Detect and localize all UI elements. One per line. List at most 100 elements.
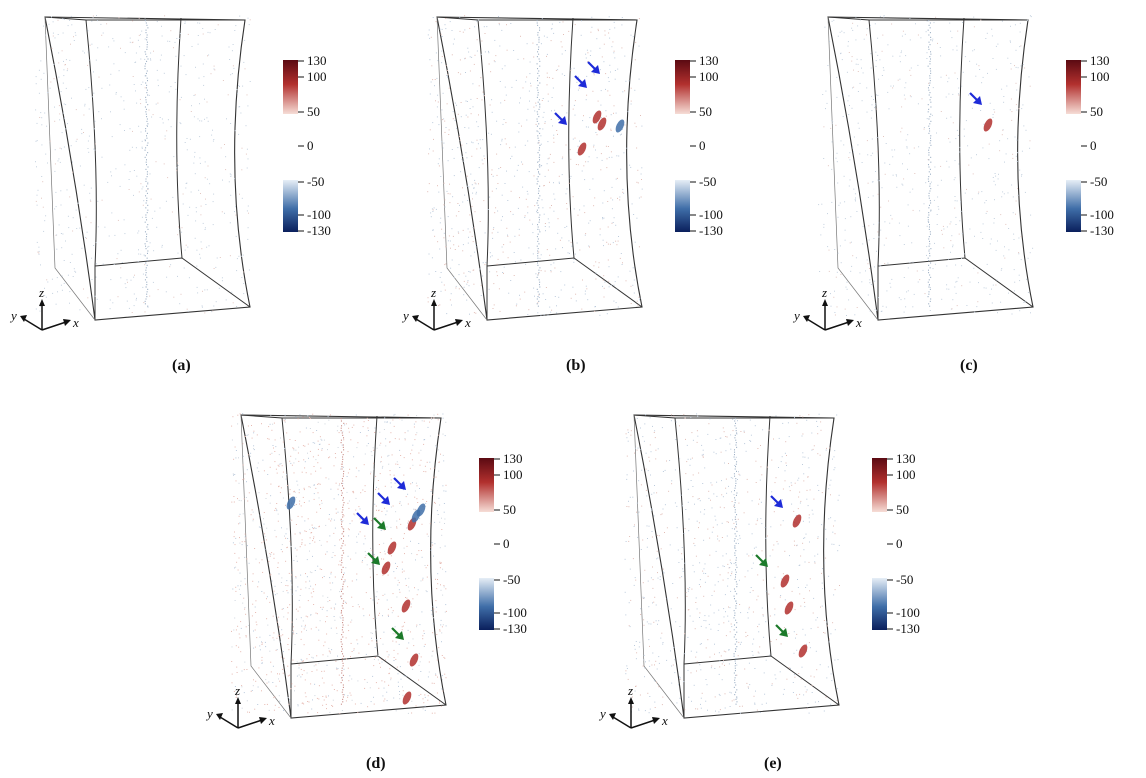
axis-triad: z x y xyxy=(205,683,275,729)
colorbar-tick-label: -130 xyxy=(1090,223,1114,238)
axis-y-label: y xyxy=(401,308,409,323)
colorbar-tick-label: 0 xyxy=(896,536,903,551)
axis-z-label: z xyxy=(627,683,633,698)
colorbar-tick-label: 100 xyxy=(503,467,523,482)
colorbar-negative xyxy=(283,180,298,232)
feature-blob xyxy=(402,691,412,705)
axis-y-label: y xyxy=(598,706,606,721)
axis-z-label: z xyxy=(38,285,44,300)
colorbar-tick-label: 0 xyxy=(1090,138,1097,153)
panel-d: 130 100 50 0 -50 -100 -130 z x y xyxy=(196,398,527,768)
colorbar-tick-label: -130 xyxy=(896,621,920,636)
colorbar-tick-label: -100 xyxy=(307,207,331,222)
colorbar-tick-label: 0 xyxy=(503,536,510,551)
axis-z-label: z xyxy=(234,683,240,698)
box-wireframe xyxy=(44,16,251,321)
scatter-points xyxy=(427,15,643,316)
feature-blob xyxy=(597,117,607,131)
feature-blob xyxy=(784,601,794,615)
axis-triad: z x y xyxy=(598,683,668,729)
feature-blob xyxy=(983,118,993,132)
blue-arrow-icon xyxy=(393,477,406,490)
blue-arrow-icon xyxy=(377,492,390,505)
caption-b: (b) xyxy=(566,357,586,374)
blue-arrow-icon xyxy=(969,92,982,105)
feature-blob xyxy=(792,514,802,528)
colorbar-positive xyxy=(675,60,690,114)
panel-e: 130 100 50 0 -50 -100 -130 z x y xyxy=(589,398,920,768)
green-arrow-icon xyxy=(755,554,768,567)
colorbar-tick-label: 50 xyxy=(503,502,516,517)
colorbar-tick-label: 130 xyxy=(307,53,327,68)
scatter-points xyxy=(818,15,1034,316)
colorbar-tick-label: -130 xyxy=(699,223,723,238)
colorbar-positive xyxy=(479,458,494,512)
axis-triad: z x y xyxy=(401,285,471,331)
colorbar-negative xyxy=(1066,180,1081,232)
axis-x-label: x xyxy=(464,315,471,330)
box-wireframe xyxy=(436,16,643,321)
axis-x-label: x xyxy=(72,315,79,330)
colorbar-tick-label: -100 xyxy=(699,207,723,222)
feature-blob xyxy=(409,653,419,667)
axis-y-label: y xyxy=(792,308,800,323)
green-arrow-icon xyxy=(775,624,788,637)
colorbar-negative xyxy=(675,180,690,232)
colorbar-tick-label: -50 xyxy=(503,572,520,587)
colorbar-tick-label: 100 xyxy=(307,69,327,84)
colorbar-tick-label: 130 xyxy=(699,53,719,68)
scatter-points xyxy=(231,413,447,714)
colorbar-tick-label: 130 xyxy=(1090,53,1110,68)
colorbar-tick-label: -50 xyxy=(896,572,913,587)
blue-arrow-icon xyxy=(587,61,600,74)
colorbar-tick-label: 0 xyxy=(699,138,706,153)
box-wireframe xyxy=(633,414,840,719)
colorbar-tick-label: 50 xyxy=(896,502,909,517)
green-arrow-icon xyxy=(373,517,386,530)
scatter-points xyxy=(624,413,840,714)
colorbar-positive xyxy=(1066,60,1081,114)
colorbar-positive xyxy=(872,458,887,512)
scatter-points xyxy=(35,15,251,314)
panel-b: 130 100 50 0 -50 -100 -130 z x y xyxy=(392,0,723,370)
axis-x-label: x xyxy=(661,713,668,728)
feature-blob xyxy=(286,496,296,510)
axis-y-label: y xyxy=(9,308,17,323)
colorbar-tick-label: -100 xyxy=(896,605,920,620)
axis-triad: z x y xyxy=(792,285,862,331)
colorbar-tick-label: -50 xyxy=(1090,174,1107,189)
feature-blob xyxy=(780,574,790,588)
feature-blob xyxy=(592,110,602,124)
colorbar-tick-label: -100 xyxy=(1090,207,1114,222)
colorbar-positive xyxy=(283,60,298,114)
green-arrow-icon xyxy=(391,627,404,640)
colorbar-tick-label: -130 xyxy=(307,223,331,238)
panel-a: 130 100 50 0 -50 -100 -130 z x y xyxy=(0,0,331,370)
axis-x-label: x xyxy=(268,713,275,728)
colorbar-tick-label: -50 xyxy=(699,174,716,189)
box-wireframe xyxy=(827,16,1034,321)
feature-blob xyxy=(387,541,397,555)
colorbar-tick-label: 100 xyxy=(896,467,916,482)
colorbar-tick-label: 50 xyxy=(1090,104,1103,119)
colorbar-tick-label: -100 xyxy=(503,605,527,620)
axis-triad: z x y xyxy=(9,285,79,331)
blue-arrow-icon xyxy=(356,512,369,525)
colorbar-tick-label: -50 xyxy=(307,174,324,189)
feature-blob xyxy=(615,119,625,133)
colorbar-tick-label: 130 xyxy=(896,451,916,466)
caption-d: (d) xyxy=(366,755,386,772)
feature-blob xyxy=(381,561,391,575)
axis-y-label: y xyxy=(205,706,213,721)
colorbar-tick-label: 100 xyxy=(699,69,719,84)
blue-arrow-icon xyxy=(574,75,587,88)
axis-x-label: x xyxy=(855,315,862,330)
